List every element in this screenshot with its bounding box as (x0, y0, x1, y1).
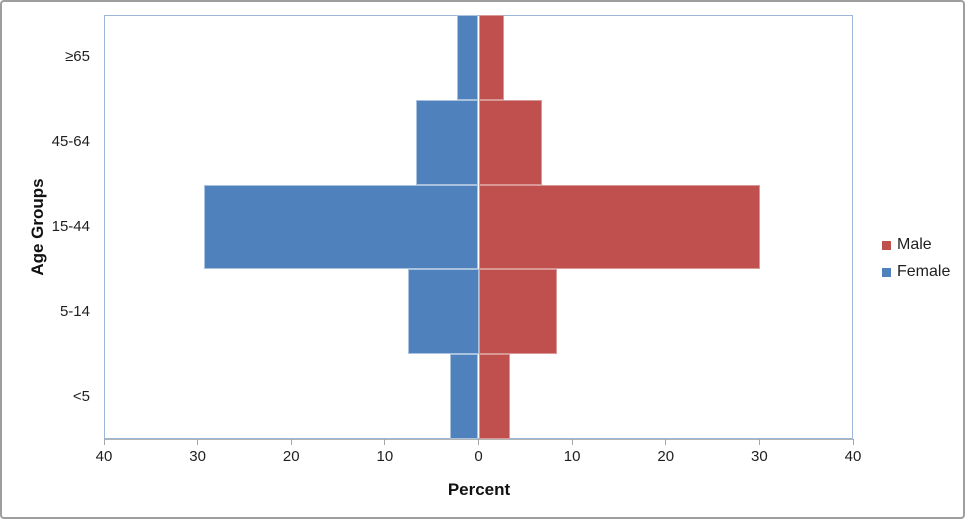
x-tick (758, 439, 760, 445)
y-category-label: <5 (72, 387, 90, 405)
legend-female-swatch (882, 267, 891, 277)
bar-male-15-44 (478, 184, 761, 270)
x-tick-label: 10 (563, 448, 581, 465)
y-category-label: 45-64 (51, 133, 90, 151)
y-category-label: 5-14 (59, 302, 90, 320)
legend-item-male: Male (882, 236, 950, 254)
bar-male-5-14 (478, 269, 558, 355)
x-tick-label: 20 (282, 448, 300, 465)
bar-female-45-64 (415, 99, 479, 185)
x-tick (478, 439, 479, 445)
x-axis-line (104, 439, 854, 440)
y-category-label: ≥65 (65, 48, 90, 66)
bar-female-15-44 (204, 184, 479, 270)
x-tick-label: 30 (751, 448, 768, 465)
legend-label-male: Male (897, 236, 932, 253)
x-tick-label: 10 (376, 448, 394, 465)
x-tick (197, 439, 199, 445)
x-tick (571, 439, 573, 445)
x-tick (384, 439, 386, 445)
x-tick-label: 30 (189, 448, 206, 465)
y-category-label: 15-44 (51, 218, 90, 235)
bar-male-45-64 (478, 99, 543, 185)
bar-male-<5 (478, 354, 511, 439)
bar-female-≥65 (456, 15, 479, 100)
x-tick-label: 20 (657, 448, 675, 465)
legend-male-swatch (882, 240, 891, 250)
bar-male-≥65 (478, 15, 504, 100)
x-tick (290, 439, 292, 445)
x-tick (852, 439, 854, 445)
legend-label-female: Female (897, 263, 951, 280)
x-tick-label: 40 (844, 448, 862, 465)
bar-female-<5 (450, 354, 479, 439)
legend: Male Female (882, 236, 950, 290)
x-tick-label: 40 (95, 448, 113, 465)
bar-female-5-14 (408, 269, 479, 355)
x-axis-title: Percent (447, 480, 511, 499)
legend-item-female: Female (882, 263, 950, 281)
y-axis-title: Age Groups (28, 178, 47, 276)
x-tick (103, 439, 105, 445)
x-tick-label: 0 (474, 448, 483, 465)
x-tick (665, 439, 667, 445)
